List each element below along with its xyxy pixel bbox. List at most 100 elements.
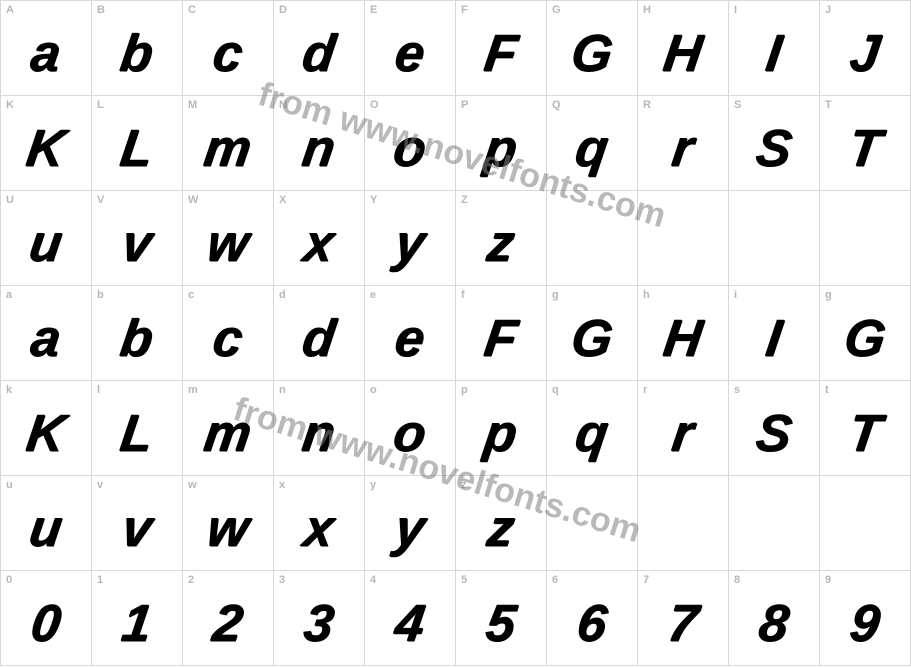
glyph-cell: 00	[1, 571, 92, 666]
glyph-cell	[638, 191, 729, 286]
cell-label: q	[552, 384, 559, 396]
cell-glyph: y	[392, 218, 428, 270]
cell-label: D	[279, 4, 287, 16]
cell-glyph: n	[299, 123, 338, 175]
glyph-cell	[820, 476, 911, 571]
glyph-cell: bb	[92, 286, 183, 381]
cell-label: F	[461, 4, 468, 16]
glyph-cell: Cc	[183, 1, 274, 96]
glyph-cell: oo	[365, 381, 456, 476]
cell-glyph: e	[392, 28, 428, 80]
cell-label: 8	[734, 574, 740, 586]
cell-label: d	[279, 289, 286, 301]
cell-label: B	[97, 4, 105, 16]
cell-label: p	[461, 384, 468, 396]
cell-glyph: F	[481, 313, 520, 365]
cell-label: g	[825, 289, 832, 301]
cell-glyph: 1	[119, 598, 155, 650]
cell-glyph: p	[481, 408, 520, 460]
cell-label: 2	[188, 574, 194, 586]
glyph-cell: Pp	[456, 96, 547, 191]
cell-glyph: b	[117, 313, 156, 365]
glyph-cell: 11	[92, 571, 183, 666]
glyph-cell: Vv	[92, 191, 183, 286]
glyph-cell: zz	[456, 476, 547, 571]
cell-glyph: 6	[574, 598, 610, 650]
glyph-cell: FF	[456, 1, 547, 96]
cell-glyph: x	[301, 218, 337, 270]
cell-glyph: G	[568, 28, 616, 80]
glyph-cell: JJ	[820, 1, 911, 96]
cell-label: G	[552, 4, 561, 16]
cell-glyph: T	[845, 408, 884, 460]
glyph-cell: yy	[365, 476, 456, 571]
cell-glyph: H	[661, 28, 706, 80]
glyph-cell: 88	[729, 571, 820, 666]
cell-glyph: 7	[665, 598, 701, 650]
cell-label: t	[825, 384, 829, 396]
cell-glyph: F	[481, 28, 520, 80]
glyph-cell: KK	[1, 96, 92, 191]
glyph-cell: dd	[274, 286, 365, 381]
cell-label: 1	[97, 574, 103, 586]
cell-label: Q	[552, 99, 561, 111]
cell-label: m	[188, 384, 198, 396]
cell-label: N	[279, 99, 287, 111]
cell-glyph: o	[390, 123, 429, 175]
cell-label: C	[188, 4, 196, 16]
glyph-cell: qq	[547, 381, 638, 476]
glyph-cell: vv	[92, 476, 183, 571]
cell-glyph: d	[299, 313, 338, 365]
cell-label: X	[279, 194, 286, 206]
glyph-cell: II	[729, 1, 820, 96]
cell-label: r	[643, 384, 647, 396]
cell-label: 0	[6, 574, 12, 586]
cell-label: y	[370, 479, 376, 491]
cell-label: O	[370, 99, 379, 111]
cell-glyph: 8	[756, 598, 792, 650]
cell-label: e	[370, 289, 376, 301]
cell-glyph: m	[201, 123, 255, 175]
glyph-cell: gG	[547, 286, 638, 381]
cell-glyph: x	[301, 503, 337, 555]
glyph-cell: xx	[274, 476, 365, 571]
glyph-cell: 77	[638, 571, 729, 666]
cell-glyph: G	[841, 313, 889, 365]
cell-label: 6	[552, 574, 558, 586]
glyph-cell: 66	[547, 571, 638, 666]
cell-label: L	[97, 99, 104, 111]
glyph-cell: 44	[365, 571, 456, 666]
glyph-cell: iI	[729, 286, 820, 381]
cell-glyph: I	[763, 313, 785, 365]
glyph-cell: Oo	[365, 96, 456, 191]
cell-glyph: G	[568, 313, 616, 365]
cell-glyph: L	[117, 408, 156, 460]
cell-glyph: 5	[483, 598, 519, 650]
glyph-cell: mm	[183, 381, 274, 476]
cell-label: w	[188, 479, 197, 491]
glyph-cell: ww	[183, 476, 274, 571]
cell-label: I	[734, 4, 737, 16]
cell-label: Y	[370, 194, 377, 206]
cell-label: T	[825, 99, 832, 111]
cell-label: o	[370, 384, 377, 396]
cell-glyph: q	[572, 123, 611, 175]
cell-glyph: 3	[301, 598, 337, 650]
cell-label: x	[279, 479, 285, 491]
glyph-cell	[729, 476, 820, 571]
glyph-cell: SS	[729, 96, 820, 191]
glyph-cell: rr	[638, 381, 729, 476]
cell-label: k	[6, 384, 12, 396]
cell-glyph: 0	[28, 598, 64, 650]
cell-label: a	[6, 289, 12, 301]
cell-glyph: u	[26, 218, 65, 270]
cell-label: 4	[370, 574, 376, 586]
glyph-cell: Dd	[274, 1, 365, 96]
cell-label: E	[370, 4, 377, 16]
cell-glyph: c	[210, 28, 246, 80]
glyph-cell	[820, 191, 911, 286]
glyph-cell: Zz	[456, 191, 547, 286]
cell-label: K	[6, 99, 14, 111]
glyph-cell: 22	[183, 571, 274, 666]
cell-glyph: H	[661, 313, 706, 365]
